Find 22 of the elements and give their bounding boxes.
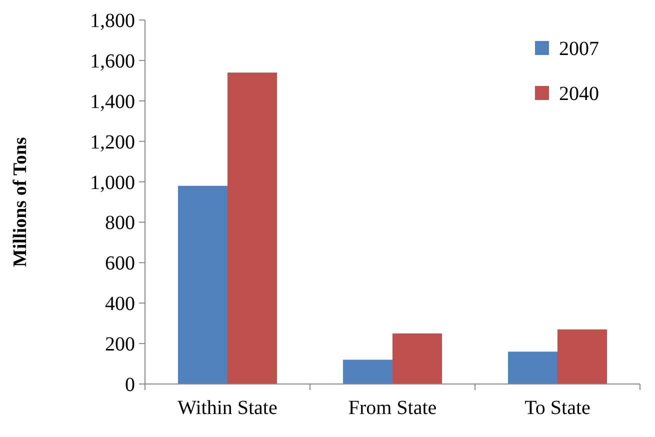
y-tick-label: 600 (105, 252, 135, 275)
y-tick-label: 1,200 (90, 131, 135, 154)
legend-label: 2007 (559, 38, 599, 60)
bar (228, 72, 277, 384)
y-tick-label: 800 (105, 212, 135, 234)
legend-label: 2040 (559, 83, 599, 105)
x-tick-label: From State (348, 397, 437, 419)
y-tick-label: 1,600 (90, 50, 135, 72)
y-axis-title: Millions of Tons (10, 137, 31, 267)
y-tick-label: 200 (105, 334, 135, 356)
bar (343, 360, 392, 384)
y-tick-label: 0 (125, 374, 135, 396)
bar (508, 352, 558, 384)
bar (178, 186, 228, 384)
x-tick-label: Within State (178, 397, 278, 419)
y-tick-label: 1,000 (90, 172, 135, 194)
bar (392, 333, 442, 384)
bar (558, 329, 607, 384)
y-tick-label: 1,400 (90, 90, 135, 113)
y-tick-label: 400 (105, 293, 135, 316)
x-tick-label: To State (524, 397, 591, 419)
y-tick-label: 1,800 (90, 10, 135, 32)
